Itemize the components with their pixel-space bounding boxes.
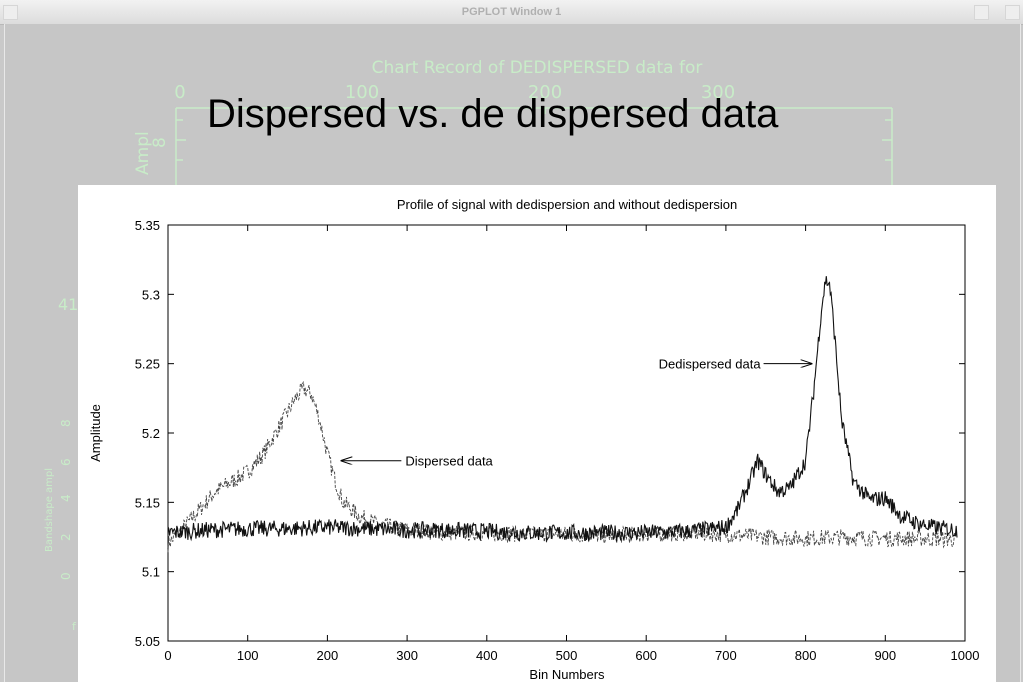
y-tick-label: 5.35 (135, 218, 160, 233)
x-tick-label: 800 (795, 648, 817, 663)
y-tick-label: 5.2 (142, 426, 160, 441)
x-axis-label: Bin Numbers (529, 667, 605, 682)
series-layer (167, 276, 958, 553)
bg-top-tick: 300 (701, 82, 735, 103)
profile-chart-panel: Profile of signal with dedispersion and … (78, 185, 996, 682)
x-tick-label: 500 (556, 648, 578, 663)
y-tick-label: 5.25 (135, 357, 160, 372)
bg-stray-label: 41 (58, 295, 78, 314)
y-tick-label: 5.15 (135, 495, 160, 510)
window-menu-button[interactable] (3, 5, 18, 20)
axis-ticks: 0 100 200 300 400 500 600 700 800 900 10005.055.15… (135, 218, 980, 663)
x-tick-label: 600 (635, 648, 657, 663)
bg-lower-tick: 2 (59, 533, 73, 541)
bg-lower-tick: 0 (59, 572, 73, 580)
series-line-dispersed (167, 381, 958, 553)
x-tick-label: 200 (317, 648, 339, 663)
y-axis-label: Amplitude (88, 404, 103, 462)
bg-top-tick: 100 (345, 82, 379, 103)
annotations: Dispersed data Dedispersed data (341, 357, 811, 469)
x-tick-label: 400 (476, 648, 498, 663)
y-tick-label: 5.3 (142, 287, 160, 302)
bg-lower-tick: 8 (59, 419, 73, 427)
window-close-button[interactable] (1005, 5, 1020, 20)
bg-lower-y-label: Bandshape ampl (44, 468, 55, 552)
bg-stray-letter: f (72, 620, 77, 633)
y-tick-label: 5.1 (142, 565, 160, 580)
chart-title: Profile of signal with dedispersion and … (397, 197, 737, 212)
bg-top-tick: 0 (174, 82, 185, 103)
bg-lower-tick: 4 (59, 494, 73, 502)
bg-plot-frame (175, 107, 893, 185)
x-tick-label: 300 (396, 648, 418, 663)
window-minimize-button[interactable] (974, 5, 989, 20)
x-tick-label: 1000 (951, 648, 980, 663)
bg-y-tick: 8 (150, 137, 170, 148)
annotation-dispersed-label: Dispersed data (405, 454, 493, 469)
slide-title: Dispersed vs. de dispersed data (207, 92, 779, 136)
bg-top-tick: 200 (528, 82, 562, 103)
bg-y-label: Ampl (133, 131, 153, 175)
x-tick-label: 0 (164, 648, 171, 663)
x-tick-label: 100 (237, 648, 259, 663)
bg-chart-title: Chart Record of DEDISPERSED data for (372, 58, 703, 78)
profile-chart: Profile of signal with dedispersion and … (88, 197, 980, 682)
series-line-dedispersed (167, 276, 958, 543)
window-title: PGPLOT Window 1 (461, 6, 562, 18)
y-tick-label: 5.05 (135, 634, 160, 649)
x-tick-label: 900 (874, 648, 896, 663)
annotation-dedispersed-label: Dedispersed data (659, 357, 762, 372)
x-tick-label: 700 (715, 648, 737, 663)
plot-area-frame (167, 224, 966, 642)
bg-lower-tick: 6 (59, 458, 73, 466)
